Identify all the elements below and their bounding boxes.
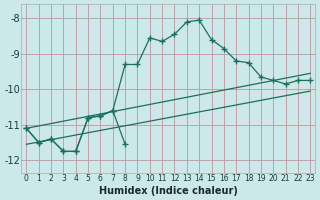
X-axis label: Humidex (Indice chaleur): Humidex (Indice chaleur) [99, 186, 238, 196]
